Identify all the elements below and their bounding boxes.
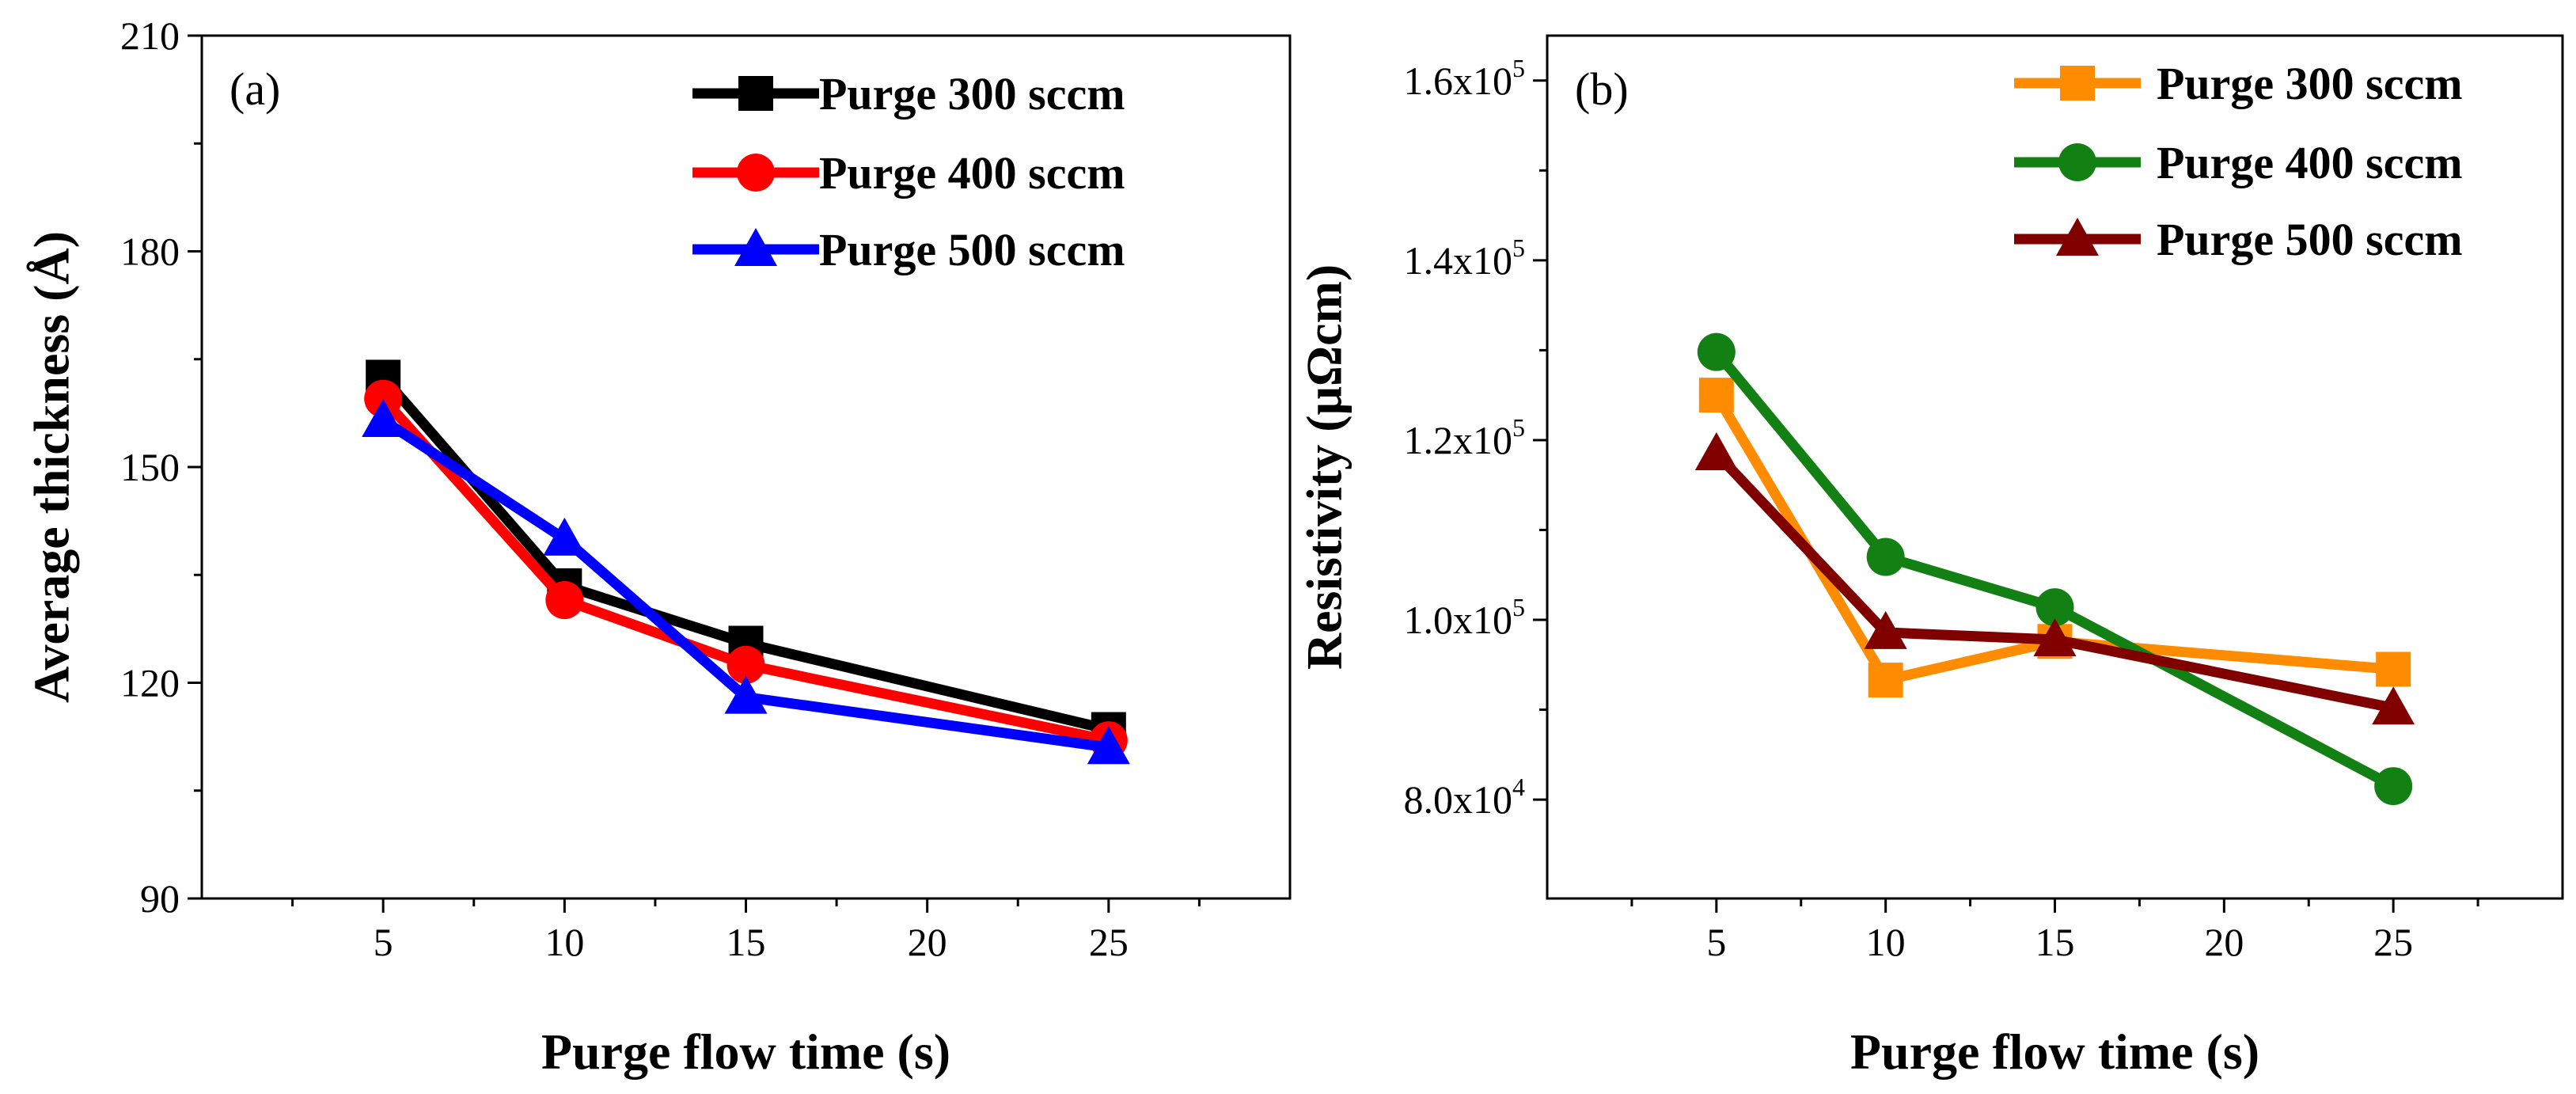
data-point [2035,588,2074,627]
y-tick-label: 180 [120,230,180,274]
data-point [2374,767,2413,806]
legend-label: Purge 300 sccm [2157,58,2463,109]
data-point [724,675,768,714]
x-tick-label: 20 [2204,920,2244,964]
data-point [727,645,765,684]
legend-swatch-marker [734,228,777,266]
y-tick-label: 120 [120,661,180,705]
x-axis-title: Purge flow time (s) [541,1024,950,1080]
data-point [2033,618,2077,656]
data-point [1698,378,1734,413]
x-tick-label: 5 [1706,920,1726,964]
y-tick-exponent: 5 [1512,54,1525,82]
data-point [2372,686,2415,725]
panel-a-thickness-chart: 5 10 15 20 25 90 120 150 180 210 Purge flow time (… [24,13,1292,1080]
data-point [1864,610,1907,649]
data-point [362,398,405,437]
y-tick-label: 1.6x105 [1404,54,1526,103]
y-axis-title: Resistivity (μΩcm) [1296,264,1352,670]
series-line [380,416,1110,753]
legend-entry-1: Purge 400 sccm [692,147,1125,199]
y-tick-exponent: 5 [1512,234,1525,262]
data-point [543,517,586,556]
x-tick-label: 10 [544,920,584,964]
y-tick-mantissa: 1.4x10 [1404,238,1513,283]
legend-swatch-marker [2058,143,2096,181]
y-tick-mantissa: 8.0x10 [1404,777,1513,822]
legend-entry-1: Purge 400 sccm [2014,137,2463,188]
y-tick-exponent: 5 [1512,413,1525,442]
series-1 [1697,332,2413,806]
y-tick-mantissa: 1.6x10 [1404,59,1513,103]
x-tick-label: 20 [908,920,947,964]
data-point [1087,726,1130,765]
series-2 [362,398,1130,765]
y-tick-label: 210 [120,13,180,58]
legend-label: Purge 300 sccm [819,68,1125,120]
data-point [1866,538,1905,576]
y-tick-label: 1.0x105 [1404,593,1526,642]
y-tick-label: 150 [120,445,180,489]
x-axis-title: Purge flow time (s) [1850,1024,2259,1080]
legend-swatch-marker [738,76,773,111]
legend-swatch-marker [2056,218,2099,256]
legend-entry-0: Purge 300 sccm [2014,58,2463,109]
data-point [1694,431,1738,470]
legend-label: Purge 400 sccm [819,147,1125,199]
series-line [1712,348,2396,791]
legend-swatch-marker [2060,66,2095,101]
x-tick-label: 25 [1089,920,1129,964]
data-point [1868,663,1903,698]
series-line [379,395,1110,746]
series-line [1713,450,2395,713]
x-tick-label: 25 [2373,920,2413,964]
y-tick-mantissa: 1.0x10 [1404,598,1513,642]
legend-entry-2: Purge 500 sccm [692,224,1125,275]
x-tick-label: 15 [727,920,766,964]
x-tick-label: 15 [2035,920,2075,964]
legend-swatch-marker [737,154,775,192]
y-tick-mantissa: 1.2x10 [1404,418,1513,462]
data-point [2376,651,2411,687]
legend-label: Purge 400 sccm [2157,137,2463,188]
x-tick-label: 5 [374,920,393,964]
panel-label: (a) [230,63,280,115]
y-axis-title: Average thickness (Å) [24,231,80,703]
data-point [364,379,403,418]
y-tick-label: 1.2x105 [1404,413,1526,462]
legend-label: Purge 500 sccm [819,224,1125,275]
series-1 [364,379,1128,760]
panel-b-resistivity-chart: 5 10 15 20 258.0x1041.0x1051.2x1051.4x1051.6… [1296,34,2564,1080]
y-tick-label: 8.0x104 [1404,773,1526,822]
y-tick-label: 90 [140,876,180,921]
data-point [1697,332,1736,371]
panel-label: (b) [1575,63,1629,115]
series-2 [1694,431,2415,725]
legend-label: Purge 500 sccm [2157,214,2463,265]
y-tick-exponent: 4 [1512,773,1525,801]
y-tick-exponent: 5 [1512,593,1525,621]
legend-entry-2: Purge 500 sccm [2014,214,2463,265]
data-point [545,581,584,620]
y-tick-label: 1.4x105 [1404,234,1526,283]
legend-entry-0: Purge 300 sccm [692,68,1125,120]
x-tick-label: 10 [1866,920,1906,964]
